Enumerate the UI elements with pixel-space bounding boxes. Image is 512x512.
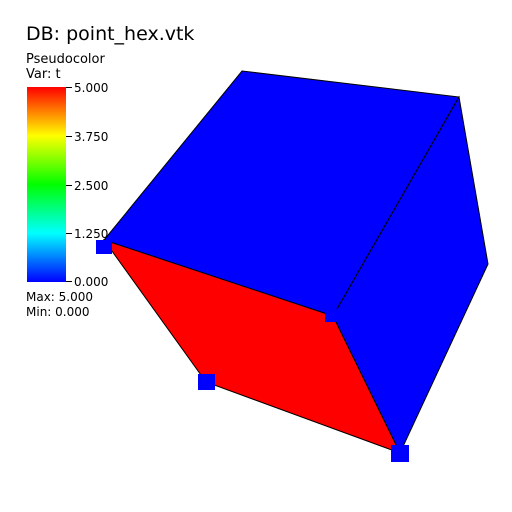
legend-tick-label: 3.750 bbox=[74, 130, 109, 144]
legend-tick-label: 0.000 bbox=[74, 275, 109, 289]
legend-max-value: Max: 5.000 bbox=[26, 290, 94, 304]
legend-min-value: Min: 0.000 bbox=[26, 305, 90, 319]
vertex-glyph bbox=[198, 374, 215, 390]
legend-tick-label: 1.250 bbox=[74, 227, 109, 241]
legend-tick bbox=[66, 185, 72, 186]
vertex-glyph bbox=[391, 445, 409, 462]
vertex-glyph bbox=[325, 309, 341, 322]
legend-plot-type: Pseudocolor bbox=[26, 52, 105, 67]
database-title: DB: point_hex.vtk bbox=[26, 23, 195, 45]
legend-tick-label: 5.000 bbox=[74, 81, 109, 95]
legend-tick-label: 2.500 bbox=[74, 179, 109, 193]
legend-tick bbox=[66, 233, 72, 234]
pseudocolor-colorbar bbox=[27, 87, 66, 282]
legend-tick bbox=[66, 136, 72, 137]
legend-tick bbox=[66, 87, 72, 88]
legend-variable: Var: t bbox=[26, 67, 61, 82]
legend-tick bbox=[66, 281, 72, 282]
vertex-glyph bbox=[96, 240, 112, 254]
